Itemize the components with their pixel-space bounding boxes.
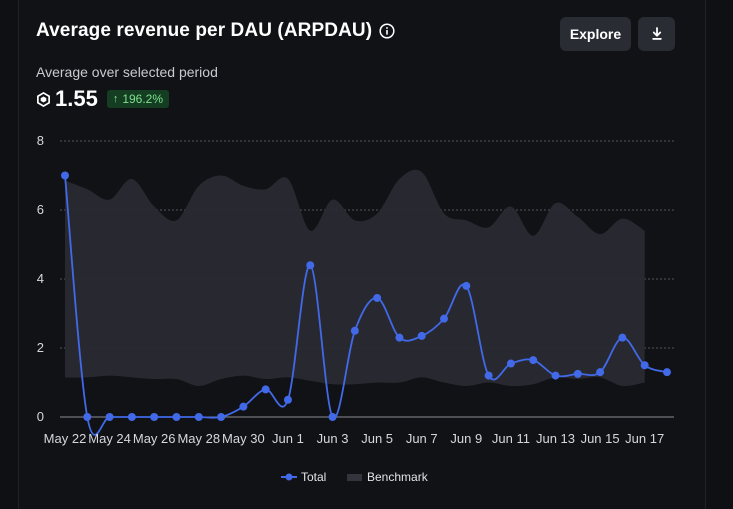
x-tick-label: May 30: [222, 431, 265, 446]
x-tick-label: Jun 7: [406, 431, 438, 446]
total-data-point[interactable]: [373, 293, 382, 302]
total-data-point[interactable]: [194, 413, 203, 421]
legend: Total Benchmark: [281, 470, 429, 484]
total-data-point[interactable]: [283, 395, 292, 404]
total-data-point[interactable]: [529, 356, 538, 365]
explore-button[interactable]: Explore: [560, 17, 631, 51]
info-icon[interactable]: [379, 23, 395, 39]
download-button[interactable]: [638, 17, 675, 51]
total-data-point[interactable]: [506, 359, 515, 368]
x-tick-label: May 26: [133, 431, 176, 446]
x-tick-label: Jun 11: [492, 431, 530, 446]
x-tick-label: Jun 13: [536, 431, 575, 446]
robux-icon: [37, 91, 50, 107]
y-tick-label: 2: [37, 340, 44, 355]
title-row: Average revenue per DAU (ARPDAU): [36, 20, 395, 42]
legend-total-marker: [285, 473, 293, 481]
x-tick-label: May 22: [44, 431, 87, 446]
y-tick-label: 4: [37, 271, 44, 286]
total-data-point[interactable]: [618, 333, 627, 342]
metric-value: 1.55: [55, 86, 98, 111]
x-tick-label: Jun 3: [317, 431, 349, 446]
total-data-point[interactable]: [417, 331, 426, 340]
total-data-point[interactable]: [328, 413, 337, 421]
y-tick-label: 6: [37, 202, 44, 217]
metric-row: 1.55 ↑ 196.2%: [36, 86, 170, 112]
total-data-point[interactable]: [261, 385, 270, 394]
total-data-point[interactable]: [150, 413, 159, 421]
change-value: 196.2%: [122, 92, 164, 106]
total-data-point[interactable]: [105, 413, 114, 421]
y-tick-label: 0: [37, 409, 44, 424]
chart-subtitle: Average over selected period: [36, 64, 218, 80]
y-axis-ticks: 0 2 4 6 8: [37, 133, 44, 424]
total-data-point[interactable]: [172, 413, 181, 421]
total-data-point[interactable]: [462, 281, 471, 290]
x-tick-label: Jun 9: [450, 431, 482, 446]
total-data-point[interactable]: [640, 361, 649, 370]
x-tick-label: Jun 15: [581, 431, 620, 446]
total-data-point[interactable]: [395, 333, 404, 342]
change-badge: ↑ 196.2%: [106, 90, 170, 108]
total-data-point[interactable]: [350, 326, 359, 335]
total-data-point[interactable]: [306, 261, 315, 270]
total-data-point[interactable]: [663, 368, 671, 377]
total-data-point[interactable]: [239, 402, 248, 411]
legend-benchmark-label: Benchmark: [367, 470, 429, 484]
total-data-point[interactable]: [217, 413, 226, 421]
legend-benchmark-swatch: [347, 474, 362, 481]
total-data-point[interactable]: [551, 371, 560, 380]
total-data-point[interactable]: [61, 171, 69, 180]
total-data-point[interactable]: [83, 413, 92, 421]
legend-item-total[interactable]: Total: [281, 470, 326, 484]
arrow-up-icon: ↑: [112, 93, 119, 105]
x-tick-label: Jun 5: [361, 431, 393, 446]
chart-title: Average revenue per DAU (ARPDAU): [36, 20, 373, 41]
x-tick-label: May 28: [177, 431, 220, 446]
total-series-points: [61, 171, 671, 421]
total-data-point[interactable]: [484, 371, 493, 380]
legend-total-label: Total: [301, 470, 326, 484]
benchmark-band: [65, 169, 645, 387]
x-axis-ticks: May 22 May 24 May 26 May 28 May 30 Jun 1 Jun 3…: [44, 431, 665, 446]
total-data-point[interactable]: [596, 368, 605, 377]
y-tick-label: 8: [37, 133, 44, 148]
legend-item-benchmark[interactable]: Benchmark: [347, 470, 429, 484]
total-data-point[interactable]: [573, 369, 582, 378]
x-tick-label: Jun 17: [625, 431, 664, 446]
total-data-point[interactable]: [127, 413, 136, 421]
download-icon: [652, 27, 661, 40]
x-tick-label: Jun 1: [272, 431, 304, 446]
x-tick-label: May 24: [88, 431, 131, 446]
total-data-point[interactable]: [440, 314, 449, 323]
